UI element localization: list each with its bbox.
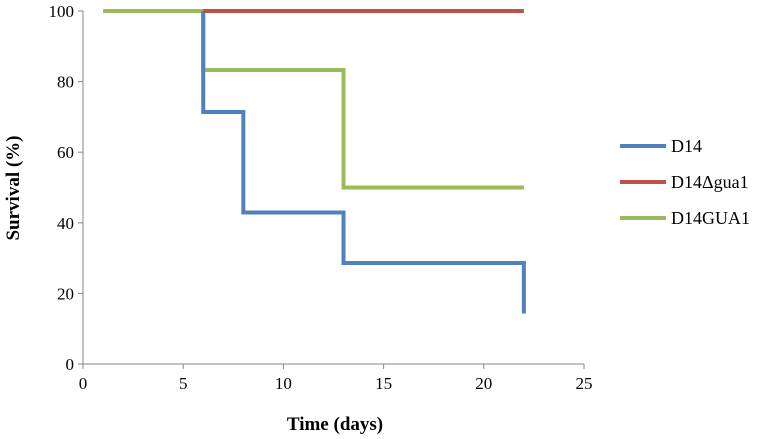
x-axis-title: Time (days)	[287, 414, 383, 435]
y-tick-label: 100	[49, 2, 75, 21]
legend-label: D14Δgua1	[671, 172, 749, 192]
y-tick-label: 60	[57, 143, 74, 162]
x-tick-label: 25	[576, 374, 593, 393]
legend-item: D14GUA1	[620, 208, 750, 228]
y-tick-label: 0	[66, 355, 75, 374]
series-line-D14	[201, 11, 526, 314]
legend-item: D14Δgua1	[620, 172, 749, 192]
series-line-D14GUA1	[103, 9, 524, 190]
legend-label: D14	[671, 136, 702, 156]
x-tick-label: 10	[275, 374, 292, 393]
y-axis-title: Survival (%)	[3, 135, 24, 240]
x-tick-label: 5	[179, 374, 188, 393]
plot-area: 0 20 40 60 80 100 0 5 10 15 20 25	[49, 2, 593, 393]
legend: D14 D14Δgua1 D14GUA1	[620, 136, 750, 228]
x-tick-label: 15	[375, 374, 392, 393]
y-tick-label: 80	[57, 73, 74, 92]
x-tick-label: 20	[475, 374, 492, 393]
legend-label: D14GUA1	[671, 208, 750, 228]
y-tick-label: 40	[57, 214, 74, 233]
legend-item: D14	[620, 136, 702, 156]
y-tick-label: 20	[57, 284, 74, 303]
x-tick-label: 0	[79, 374, 88, 393]
